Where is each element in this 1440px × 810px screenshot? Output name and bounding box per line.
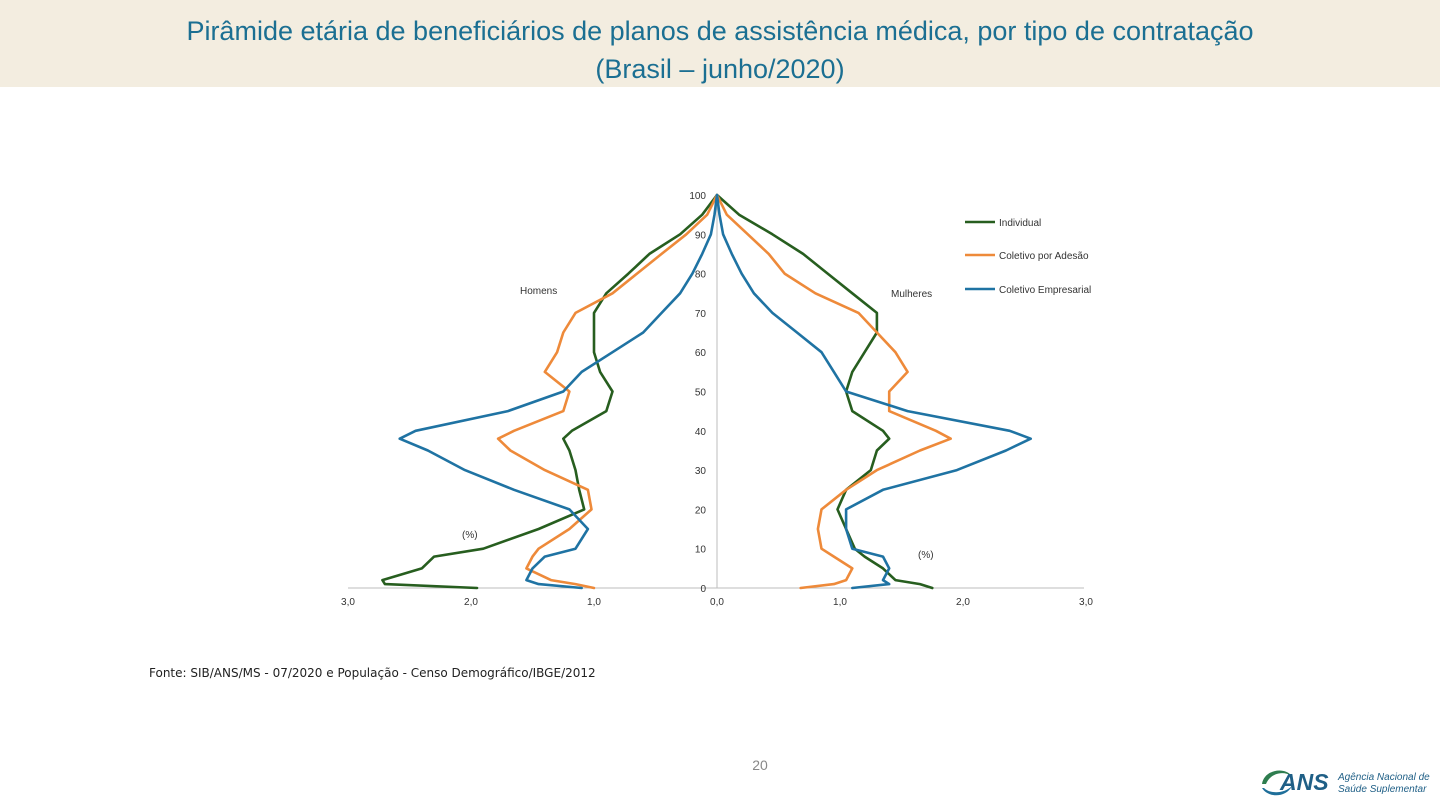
y-tick-label: 60 <box>695 348 707 359</box>
side-label-men: Homens <box>520 286 557 297</box>
y-tick-label: 20 <box>695 505 707 516</box>
title-band <box>0 0 1440 87</box>
legend-label-adesao: Coletivo por Adesão <box>999 251 1089 262</box>
legend-label-individual: Individual <box>999 218 1041 229</box>
source-note: Fonte: SIB/ANS/MS - 07/2020 e População … <box>149 666 596 680</box>
y-tick-label: 40 <box>695 427 707 438</box>
series-lines <box>381 193 1032 590</box>
page-number: 20 <box>752 757 768 773</box>
side-label-women: Mulheres <box>891 289 932 300</box>
x-tick-label: 3,0 <box>1079 597 1093 608</box>
ans-logo: ANS Agência Nacional de Saúde Suplementa… <box>1262 769 1430 796</box>
series-line-empresarial-women <box>715 193 1032 590</box>
logo-line-2: Saúde Suplementar <box>1338 784 1427 795</box>
x-tick-label: 2,0 <box>464 597 478 608</box>
x-tick-label: 2,0 <box>956 597 970 608</box>
y-tick-label: 50 <box>695 388 707 399</box>
logo-swoosh-green <box>1262 770 1292 784</box>
x-axis-label-left: (%) <box>462 530 478 541</box>
series-line-adesao-men <box>496 193 719 590</box>
x-tick-label: 3,0 <box>341 597 355 608</box>
legend-label-empresarial: Coletivo Empresarial <box>999 285 1091 296</box>
logo-line-1: Agência Nacional de <box>1337 772 1430 783</box>
y-tick-label: 90 <box>695 230 707 241</box>
series-line-individual-women <box>715 193 934 590</box>
series-line-individual-men <box>381 193 719 590</box>
x-axis-label-right: (%) <box>918 550 934 561</box>
series-line-empresarial-men <box>398 193 719 590</box>
logo-swoosh-blue <box>1262 786 1292 796</box>
tick-labels: 3,0 2,0 1,0 0,0 1,0 2,0 3,0 0 10 20 30 40 50 60 70 80 90… <box>341 191 1093 608</box>
y-tick-label: 10 <box>695 545 707 556</box>
y-tick-label: 0 <box>700 584 706 595</box>
y-tick-label: 30 <box>695 466 707 477</box>
y-tick-label: 80 <box>695 270 707 281</box>
y-tick-label: 100 <box>689 191 706 202</box>
x-tick-label: 1,0 <box>833 597 847 608</box>
x-tick-label: 0,0 <box>710 597 724 608</box>
title-line-2: (Brasil – junho/2020) <box>595 54 845 84</box>
y-tick-label: 70 <box>695 309 707 320</box>
series-line-adesao-women <box>715 193 953 590</box>
page-title: Pirâmide etária de beneficiários de plan… <box>0 12 1440 88</box>
x-tick-label: 1,0 <box>587 597 601 608</box>
logo-text: ANS <box>1279 769 1329 795</box>
title-line-1: Pirâmide etária de beneficiários de plan… <box>186 16 1254 46</box>
legend: Individual Coletivo por Adesão Coletivo … <box>965 218 1091 296</box>
